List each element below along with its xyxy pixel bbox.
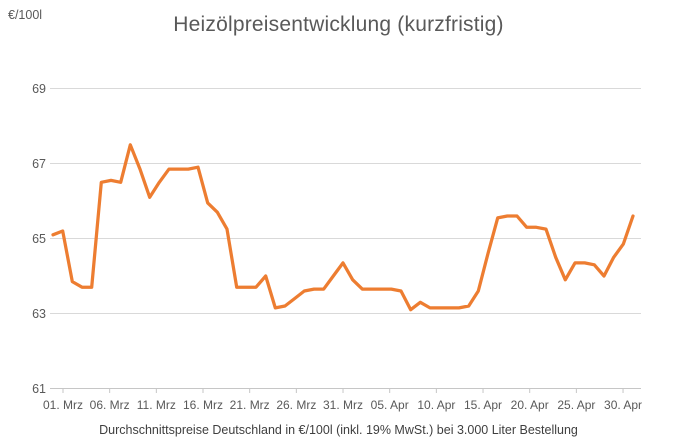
x-tick-label: 30. Apr <box>604 398 642 412</box>
y-tick-label: 63 <box>32 307 46 321</box>
x-tick-label: 10. Apr <box>417 398 455 412</box>
x-tick-label: 25. Apr <box>557 398 595 412</box>
x-tick-label: 05. Apr <box>371 398 409 412</box>
x-tick-label: 21. Mrz <box>230 398 270 412</box>
x-tick-label: 06. Mrz <box>90 398 130 412</box>
page-title: Heizölpreisentwicklung (kurzfristig) <box>173 13 504 36</box>
y-tick-label: 67 <box>32 157 46 171</box>
y-axis-unit-label: €/100l <box>8 8 43 22</box>
x-tick-label: 15. Apr <box>464 398 502 412</box>
x-tick-label: 26. Mrz <box>276 398 316 412</box>
x-tick-label: 31. Mrz <box>323 398 363 412</box>
y-tick-label: 61 <box>32 382 46 396</box>
x-tick-label: 20. Apr <box>511 398 549 412</box>
x-tick-label: 16. Mrz <box>183 398 223 412</box>
x-tick-label: 11. Mrz <box>137 398 176 412</box>
x-tick-label: 01. Mrz <box>43 398 83 412</box>
y-tick-label: 69 <box>32 82 46 96</box>
price-line <box>51 143 635 312</box>
chart-caption: Durchschnittspreise Deutschland in €/100… <box>99 423 578 437</box>
y-tick-label: 65 <box>32 232 46 246</box>
